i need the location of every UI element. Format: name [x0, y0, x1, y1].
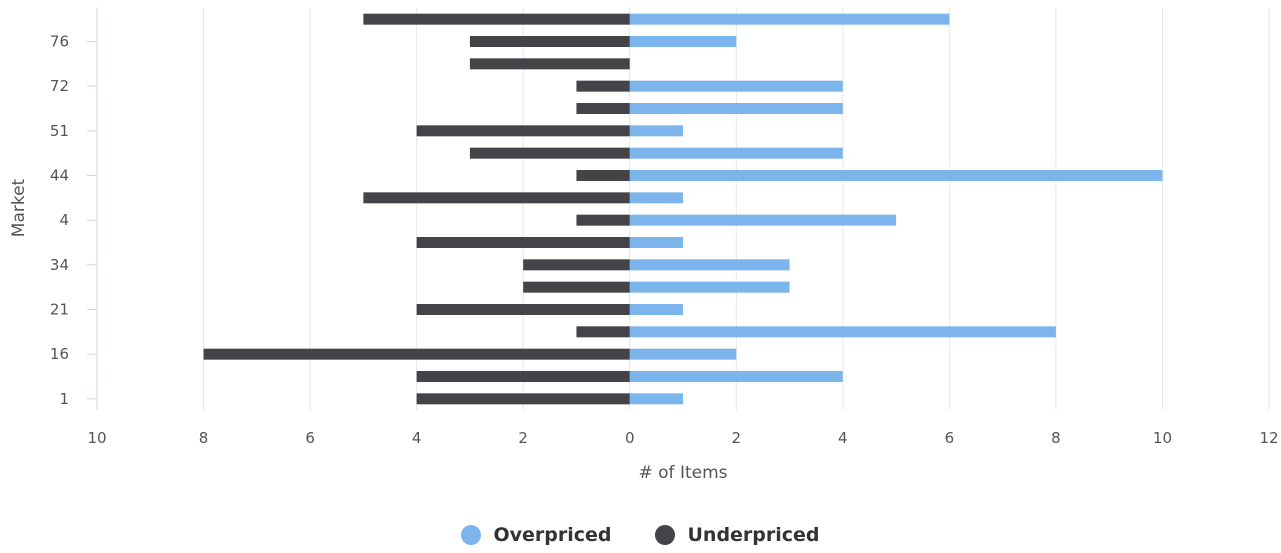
- bar-underpriced[interactable]: [469, 58, 630, 70]
- bar-underpriced[interactable]: [203, 348, 630, 360]
- y-tick-label: 72: [50, 77, 69, 95]
- bar-overpriced[interactable]: [629, 348, 737, 360]
- legend-label-overpriced: Overpriced: [493, 524, 612, 546]
- x-tick-label: 8: [199, 429, 209, 447]
- x-tick-label: 6: [305, 429, 315, 447]
- bar-underpriced[interactable]: [363, 192, 630, 204]
- legend-swatch-underpriced: [655, 525, 676, 545]
- bar-overpriced[interactable]: [629, 393, 683, 405]
- x-tick-label: 10: [1153, 429, 1172, 447]
- x-tick-label: 12: [1259, 429, 1278, 447]
- bar-underpriced[interactable]: [416, 393, 630, 405]
- legend-label-underpriced: Underpriced: [687, 524, 820, 546]
- bar-underpriced[interactable]: [363, 13, 630, 25]
- x-tick-label: 4: [838, 429, 848, 447]
- bar-underpriced[interactable]: [576, 214, 630, 226]
- y-tick-label: 76: [50, 33, 69, 51]
- legend: Overpriced Underpriced: [0, 520, 1281, 550]
- legend-item-underpriced[interactable]: Underpriced: [655, 524, 820, 546]
- bar-underpriced[interactable]: [416, 125, 630, 137]
- bar-overpriced[interactable]: [629, 192, 683, 204]
- bar-overpriced[interactable]: [629, 170, 1163, 181]
- legend-swatch-overpriced: [461, 525, 482, 545]
- bar-overpriced[interactable]: [629, 281, 790, 293]
- y-tick-label: 21: [50, 301, 69, 319]
- x-tick-label: 10: [87, 429, 106, 447]
- bar-underpriced[interactable]: [416, 237, 630, 248]
- bar-underpriced[interactable]: [576, 103, 630, 114]
- bar-underpriced[interactable]: [576, 80, 630, 92]
- x-tick-label: 8: [1051, 429, 1061, 447]
- bar-underpriced[interactable]: [469, 147, 630, 159]
- x-tick-label: 0: [625, 429, 635, 447]
- y-tick-label: 16: [50, 345, 69, 363]
- x-tick-label: 2: [518, 429, 528, 447]
- bar-overpriced[interactable]: [629, 125, 683, 137]
- bar-underpriced[interactable]: [469, 36, 630, 47]
- x-tick-label: 6: [945, 429, 955, 447]
- x-tick-label: 4: [412, 429, 422, 447]
- bar-underpriced[interactable]: [416, 304, 630, 315]
- bar-overpriced[interactable]: [629, 36, 737, 47]
- bar-underpriced[interactable]: [523, 281, 630, 293]
- y-tick-label: 51: [50, 122, 69, 140]
- x-tick-label: 2: [731, 429, 741, 447]
- bar-underpriced[interactable]: [576, 170, 630, 181]
- bar-overpriced[interactable]: [629, 371, 843, 382]
- bar-overpriced[interactable]: [629, 147, 843, 159]
- y-tick-label: 1: [59, 390, 69, 408]
- bar-overpriced[interactable]: [629, 237, 683, 248]
- bar-overpriced[interactable]: [629, 304, 683, 315]
- legend-item-overpriced[interactable]: Overpriced: [461, 524, 611, 546]
- y-tick-label: 34: [50, 256, 69, 274]
- bar-underpriced[interactable]: [523, 259, 630, 271]
- bar-overpriced[interactable]: [629, 259, 790, 271]
- bar-overpriced[interactable]: [629, 103, 843, 114]
- grid: [203, 8, 1270, 410]
- y-tick-label: 44: [50, 167, 69, 185]
- bar-overpriced[interactable]: [629, 13, 950, 25]
- y-tick-label: 4: [59, 211, 69, 229]
- bars: [203, 13, 1163, 405]
- bar-overpriced[interactable]: [629, 214, 897, 226]
- bar-overpriced[interactable]: [629, 326, 1056, 338]
- bar-underpriced[interactable]: [576, 326, 630, 338]
- bar-overpriced[interactable]: [629, 80, 843, 92]
- x-axis-title: # of Items: [639, 463, 728, 483]
- bar-underpriced[interactable]: [416, 371, 630, 382]
- y-axis-title: Market: [9, 178, 29, 237]
